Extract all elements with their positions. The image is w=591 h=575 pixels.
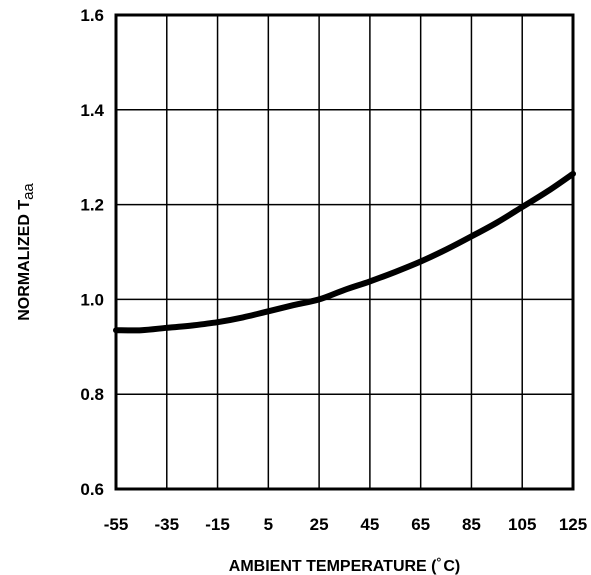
y-tick-label: 1.2 (80, 196, 104, 215)
y-axis-title-subscript: aa (20, 183, 37, 200)
y-axis-title: NORMALIZED Taa (16, 183, 37, 321)
y-tick-label: 1.0 (80, 290, 104, 309)
x-axis-title-main: AMBIENT TEMPERATURE ( (229, 558, 437, 575)
x-tick-label: -55 (104, 515, 129, 534)
y-axis-title-main: NORMALIZED T (16, 200, 33, 321)
grid-lines (115, 14, 574, 490)
plot-frame (114, 13, 575, 491)
x-tick-label: 105 (508, 515, 536, 534)
x-tick-label: -35 (154, 515, 179, 534)
y-tick-label: 0.8 (80, 385, 104, 404)
y-tick-labels: 0.6 0.8 1.0 1.2 1.4 1.6 (80, 6, 104, 499)
x-tick-label: 85 (462, 515, 481, 534)
degree-symbol: ° (437, 555, 442, 569)
series-line (113, 170, 576, 334)
x-tick-label: 45 (360, 515, 379, 534)
x-tick-label: 25 (310, 515, 329, 534)
x-tick-label: 125 (559, 515, 587, 534)
x-tick-labels: -55 -35 -15 5 25 45 65 85 105 125 (104, 515, 587, 534)
y-tick-label: 1.6 (80, 6, 104, 25)
x-axis-title: AMBIENT TEMPERATURE (° C) (229, 555, 460, 575)
x-tick-label: 5 (264, 515, 273, 534)
y-tick-label: 0.6 (80, 480, 104, 499)
x-tick-label: 65 (411, 515, 430, 534)
y-tick-label: 1.4 (80, 101, 104, 120)
x-tick-label: -15 (205, 515, 230, 534)
x-axis-title-unit: C) (443, 558, 460, 575)
